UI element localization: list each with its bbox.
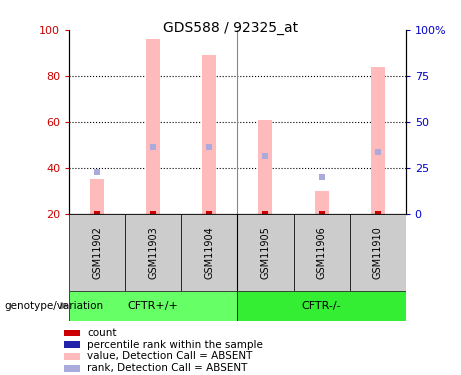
Text: rank, Detection Call = ABSENT: rank, Detection Call = ABSENT xyxy=(88,363,248,374)
Bar xyxy=(237,214,294,291)
Bar xyxy=(259,120,272,214)
Bar xyxy=(181,214,237,291)
Bar xyxy=(69,291,237,321)
Bar xyxy=(125,214,181,291)
Bar xyxy=(64,330,79,336)
Bar xyxy=(202,55,216,214)
Bar xyxy=(237,291,406,321)
Bar xyxy=(146,39,160,214)
Text: GSM11904: GSM11904 xyxy=(204,226,214,279)
Text: count: count xyxy=(88,328,117,338)
Text: GSM11906: GSM11906 xyxy=(317,226,326,279)
Text: GDS588 / 92325_at: GDS588 / 92325_at xyxy=(163,21,298,34)
Text: GSM11902: GSM11902 xyxy=(92,226,102,279)
Bar xyxy=(64,365,79,372)
Text: value, Detection Call = ABSENT: value, Detection Call = ABSENT xyxy=(88,351,253,361)
Text: GSM11910: GSM11910 xyxy=(372,226,383,279)
Text: percentile rank within the sample: percentile rank within the sample xyxy=(88,340,263,350)
Bar xyxy=(314,191,329,214)
Text: GSM11903: GSM11903 xyxy=(148,226,158,279)
Bar xyxy=(64,353,79,360)
Bar xyxy=(90,179,104,214)
Bar xyxy=(294,214,349,291)
Text: CFTR-/-: CFTR-/- xyxy=(302,301,341,310)
Bar xyxy=(69,214,125,291)
Bar xyxy=(64,341,79,348)
Bar xyxy=(349,214,406,291)
Text: CFTR+/+: CFTR+/+ xyxy=(128,301,179,310)
Text: genotype/variation: genotype/variation xyxy=(5,301,104,310)
Bar xyxy=(371,67,384,214)
Text: GSM11905: GSM11905 xyxy=(260,226,271,279)
